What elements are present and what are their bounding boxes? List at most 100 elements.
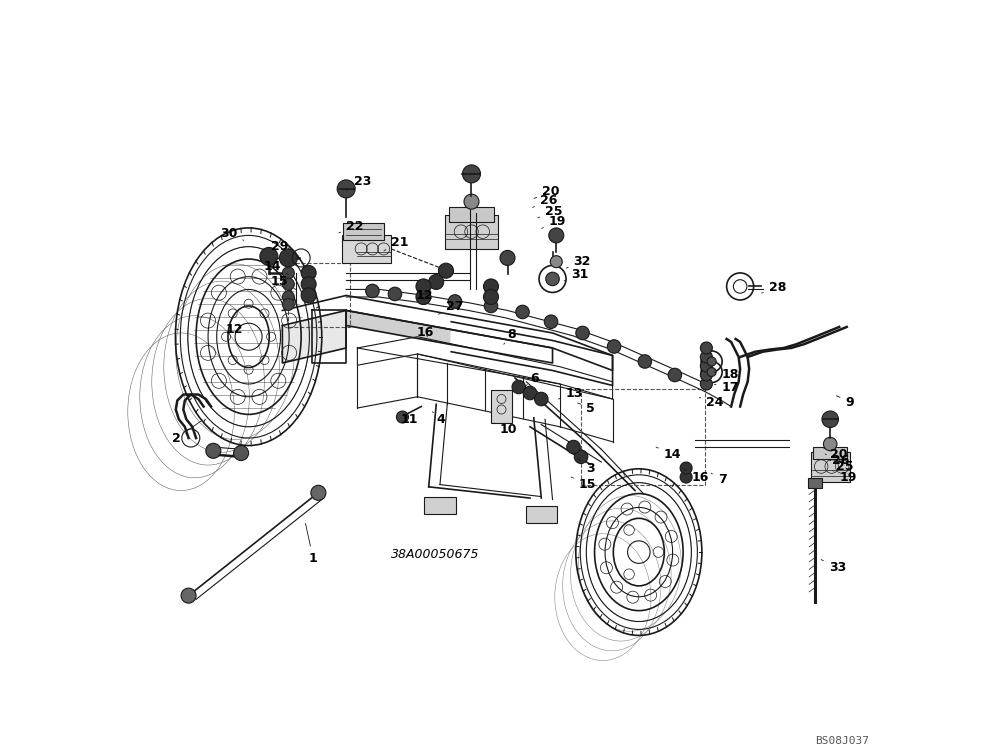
Polygon shape <box>282 296 613 370</box>
Text: 7: 7 <box>711 472 726 486</box>
Text: 22: 22 <box>339 220 364 233</box>
Text: 33: 33 <box>821 559 846 574</box>
Text: 12: 12 <box>225 323 248 336</box>
Bar <box>445 215 498 249</box>
Text: 4: 4 <box>432 412 445 426</box>
Text: 15: 15 <box>571 477 596 491</box>
Text: 16: 16 <box>417 327 434 339</box>
Circle shape <box>260 247 278 265</box>
Circle shape <box>576 327 589 339</box>
Polygon shape <box>357 336 613 399</box>
Text: 12: 12 <box>416 289 433 302</box>
Circle shape <box>484 299 498 313</box>
Circle shape <box>282 267 294 279</box>
Text: BS08J037: BS08J037 <box>815 736 869 745</box>
Circle shape <box>462 165 480 183</box>
Circle shape <box>366 284 379 298</box>
Bar <box>449 207 494 222</box>
Circle shape <box>429 274 444 290</box>
Polygon shape <box>282 311 346 363</box>
Circle shape <box>301 265 316 280</box>
Circle shape <box>823 437 837 451</box>
Text: 19: 19 <box>833 470 857 484</box>
Bar <box>526 507 557 523</box>
Text: 31: 31 <box>564 268 589 281</box>
Circle shape <box>301 277 316 292</box>
Polygon shape <box>312 311 346 363</box>
Text: 5: 5 <box>578 401 595 414</box>
Text: 20: 20 <box>824 448 848 461</box>
Bar <box>808 478 822 488</box>
Circle shape <box>700 351 712 363</box>
Text: 26: 26 <box>533 194 557 207</box>
Circle shape <box>416 279 431 294</box>
Text: 25: 25 <box>830 460 854 473</box>
Circle shape <box>638 355 652 368</box>
Text: 2: 2 <box>172 421 201 445</box>
Text: 16: 16 <box>684 469 709 484</box>
Circle shape <box>707 357 716 366</box>
Circle shape <box>282 278 294 290</box>
Text: 23: 23 <box>346 175 371 191</box>
Text: 26: 26 <box>825 454 849 467</box>
Circle shape <box>483 279 498 294</box>
Circle shape <box>234 445 249 460</box>
Circle shape <box>707 367 716 376</box>
Text: 14: 14 <box>656 447 681 461</box>
Text: 29: 29 <box>271 240 296 254</box>
Circle shape <box>512 380 526 394</box>
Circle shape <box>700 378 712 390</box>
Polygon shape <box>451 322 613 386</box>
Circle shape <box>680 471 692 483</box>
Bar <box>343 224 384 240</box>
Circle shape <box>483 290 498 305</box>
Circle shape <box>500 250 515 265</box>
Text: 19: 19 <box>542 215 566 228</box>
Circle shape <box>464 194 479 209</box>
Circle shape <box>516 305 529 319</box>
Circle shape <box>546 272 559 286</box>
Circle shape <box>700 369 712 381</box>
Circle shape <box>337 180 355 198</box>
Circle shape <box>544 315 558 328</box>
Circle shape <box>396 411 408 423</box>
Bar <box>342 234 391 263</box>
Bar <box>813 447 847 459</box>
Bar <box>811 451 850 482</box>
Text: 32: 32 <box>566 256 591 268</box>
Text: 28: 28 <box>762 281 786 294</box>
Text: 17: 17 <box>714 380 739 394</box>
Circle shape <box>535 392 548 406</box>
Text: 13: 13 <box>559 386 583 399</box>
Circle shape <box>607 339 621 353</box>
Circle shape <box>206 443 221 458</box>
Text: 11: 11 <box>401 413 418 426</box>
Bar <box>424 497 456 514</box>
Circle shape <box>282 299 294 311</box>
Circle shape <box>700 360 712 372</box>
Circle shape <box>574 450 588 463</box>
Circle shape <box>523 386 537 400</box>
Text: 21: 21 <box>384 237 409 251</box>
Circle shape <box>700 342 712 354</box>
Circle shape <box>388 287 402 301</box>
Text: 10: 10 <box>494 423 518 435</box>
Text: 1: 1 <box>305 523 317 565</box>
Circle shape <box>181 588 196 603</box>
Circle shape <box>279 249 297 267</box>
Polygon shape <box>346 311 553 363</box>
Text: 6: 6 <box>526 371 539 386</box>
Bar <box>288 263 350 327</box>
Circle shape <box>549 228 564 243</box>
Text: 15: 15 <box>271 275 296 290</box>
Text: 18: 18 <box>714 367 739 381</box>
Text: 9: 9 <box>836 395 854 408</box>
Circle shape <box>448 295 462 308</box>
Circle shape <box>438 263 453 278</box>
Text: 25: 25 <box>538 205 563 218</box>
Circle shape <box>282 291 294 303</box>
Circle shape <box>416 290 431 305</box>
Text: 20: 20 <box>534 185 560 198</box>
Circle shape <box>301 288 316 303</box>
Circle shape <box>822 411 838 428</box>
